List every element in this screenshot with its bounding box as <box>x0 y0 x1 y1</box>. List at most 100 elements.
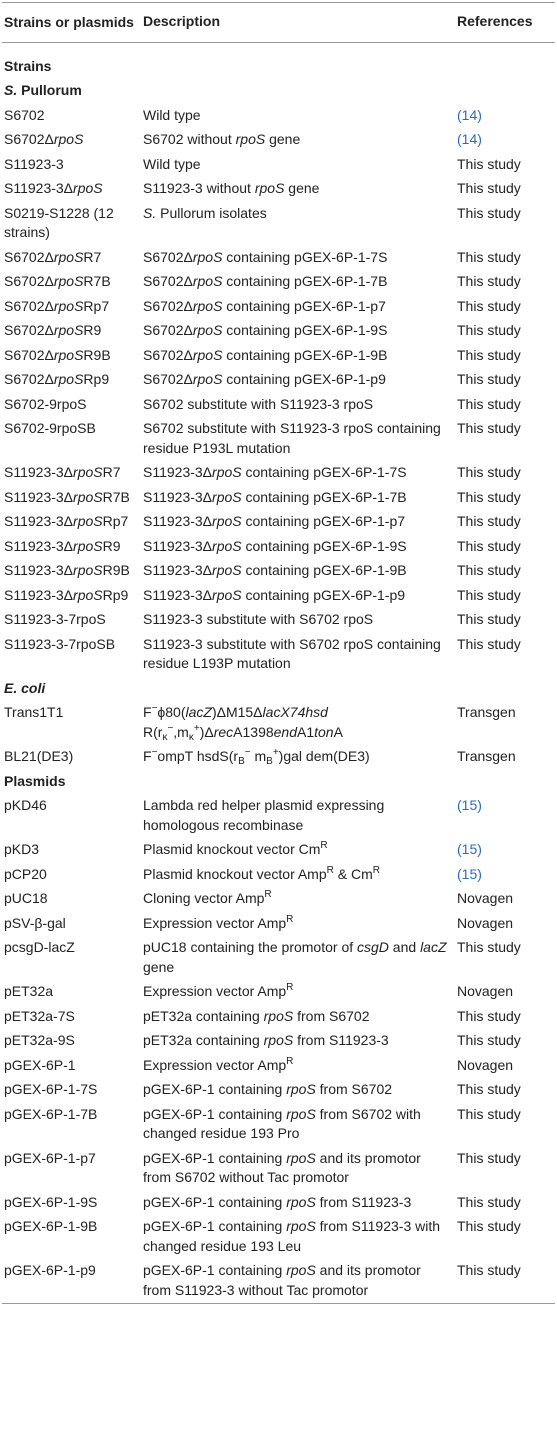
strain-name: Trans1T1 <box>4 704 64 720</box>
data-row: pKD3 Plasmid knockout vector CmR (15) <box>2 838 555 863</box>
text-run: containing pGEX-6P-1-p9 <box>241 586 406 603</box>
text-run: S11923-3Δ <box>143 562 213 578</box>
strain-name: pKD3 <box>4 841 40 857</box>
reference: This study <box>457 1081 521 1097</box>
text-run: R <box>286 982 294 993</box>
reference: This study <box>457 346 521 363</box>
text-run: R7 <box>102 464 121 480</box>
strain-name: pGEX-6P-1-7B <box>4 1105 98 1122</box>
description: pET32a containing rpoS from S11923-3 <box>141 1029 455 1054</box>
data-row: S6702ΔrpoSRp9 S6702ΔrpoS containing pGEX-… <box>2 368 555 393</box>
text-run: R7B <box>102 488 130 505</box>
data-row: pET32a-7S pET32a containing rpoS from S67… <box>2 1004 555 1029</box>
text-run: Rp7 <box>102 513 129 529</box>
data-row: pKD46 Lambda red helper plasmid expressin… <box>2 794 555 838</box>
text-run: R <box>264 889 272 900</box>
text-run: S11923-3Δ <box>4 537 74 554</box>
description: pGEX-6P-1 containing rpoS and its promot… <box>141 1259 455 1304</box>
text-run: S6702Δ <box>4 248 54 265</box>
text-run: κ <box>188 731 194 743</box>
reference: Transgen <box>457 748 516 764</box>
strain-name: pUC18 <box>4 890 48 906</box>
text-run: S11923-3Δ <box>4 586 74 603</box>
reference: This study <box>457 562 521 578</box>
description: S11923-3ΔrpoS containing pGEX-6P-1-p9 <box>141 583 455 608</box>
reference: This study <box>457 204 521 221</box>
section-heading: Plasmids <box>2 769 555 794</box>
header-cell: References <box>457 13 533 29</box>
strain-name: pGEX-6P-1-7S <box>4 1081 98 1097</box>
reference: This study <box>457 395 521 412</box>
text-run: rpoS <box>212 537 242 554</box>
text-run: rpoS <box>53 371 84 387</box>
data-row: pGEX-6P-1-9B pGEX-6P-1 containing rpoS fr… <box>2 1215 555 1259</box>
data-row: pSV-β-gal Expression vector AmpR Novagen <box>2 911 555 936</box>
reference: This study <box>457 635 521 652</box>
text-run: rpoS <box>286 1262 316 1278</box>
reference: (15) <box>455 838 555 863</box>
text-run: S6702Δ <box>143 273 193 289</box>
reference: (14) <box>455 128 555 153</box>
text-run: R7 <box>83 248 102 265</box>
text-run: S11923-3Δ <box>143 513 213 529</box>
reference: This study <box>457 611 521 627</box>
text-run: − <box>167 722 174 734</box>
text-run: rpoS <box>53 131 84 147</box>
text-run: S11923-3Δ <box>4 488 74 505</box>
description: S11923-3ΔrpoS containing pGEX-6P-1-7S <box>141 461 455 486</box>
text-run: rpoS <box>212 586 242 603</box>
text-run: pGEX-6P-1 containing <box>143 1193 287 1210</box>
text-run: rpoS <box>235 131 266 147</box>
data-row: S11923-3-7rpoS S11923-3 substitute with S… <box>2 608 555 633</box>
description: F−ompT hsdS(rB− mB+)gal dem(DE3) <box>141 745 455 770</box>
strain-name: S6702 <box>4 106 45 123</box>
text-run: containing pGEX-6P-1-7S <box>222 248 388 265</box>
text-run: rpoS <box>53 273 84 289</box>
reference: This study <box>457 1193 521 1210</box>
data-row: pGEX-6P-1-p9 pGEX-6P-1 containing rpoS an… <box>2 1259 555 1304</box>
text-run: S6702Δ <box>143 322 193 338</box>
text-run: + <box>272 747 279 758</box>
description: S6702ΔrpoS containing pGEX-6P-1-p9 <box>141 368 455 393</box>
description: Lambda red helper plasmid expressing hom… <box>143 797 385 833</box>
text-run: ompT hsdS(r <box>157 748 239 764</box>
text-run: R <box>326 864 334 876</box>
text-run: S6702Δ <box>4 131 54 147</box>
section-row: S. Pullorum <box>2 79 555 104</box>
text-run: rpoS <box>73 562 103 578</box>
text-run: κ <box>162 731 168 743</box>
reference: This study <box>457 488 521 505</box>
text-run: rpoS <box>53 248 84 265</box>
section-row: Plasmids <box>2 769 555 794</box>
data-row: S0219-S1228 (12 strains) S. Pullorum isol… <box>2 201 555 245</box>
text-run: S6702Δ <box>143 346 193 363</box>
strain-name: pcsgD-lacZ <box>4 939 75 955</box>
strain-name: S6702ΔrpoSRp7 <box>2 294 141 319</box>
text-run: rpoS <box>263 1032 294 1048</box>
strain-name: S6702ΔrpoS <box>2 128 141 153</box>
data-row: S6702ΔrpoS S6702 without rpoS gene (14) <box>2 128 555 153</box>
text-run: rpoS <box>192 297 223 314</box>
description: Expression vector AmpR <box>141 980 455 1005</box>
text-run: m <box>250 748 267 764</box>
reference: This study <box>457 586 521 603</box>
reference: This study <box>457 180 521 196</box>
text-run: S6702Δ <box>143 297 193 314</box>
data-row: S11923-3ΔrpoSR9B S11923-3ΔrpoS containing… <box>2 559 555 584</box>
data-row: S11923-3ΔrpoSR7B S11923-3ΔrpoS containing… <box>2 485 555 510</box>
description: Plasmid knockout vector AmpR & CmR <box>141 862 455 887</box>
text-run: S11923-3Δ <box>4 562 74 578</box>
text-run: R <box>286 1055 294 1067</box>
text-run: S11923-3Δ <box>4 464 74 480</box>
text-run: S6702Δ <box>4 322 54 338</box>
text-run: containing pGEX-6P-1-9B <box>222 346 388 363</box>
strain-name: S11923-3 <box>4 155 64 172</box>
description: pUC18 containing the promotor of csgD an… <box>141 936 455 980</box>
strain-name: S6702ΔrpoSR7 <box>2 245 141 270</box>
text-run: end <box>273 723 297 740</box>
description: pGEX-6P-1 containing rpoS from S6702 wit… <box>141 1102 455 1146</box>
text-run: rpoS <box>192 273 223 289</box>
data-row: S6702-9rpoS S6702 substitute with S11923-… <box>2 392 555 417</box>
reference: This study <box>457 248 521 265</box>
text-run: rpoS <box>286 1218 316 1234</box>
